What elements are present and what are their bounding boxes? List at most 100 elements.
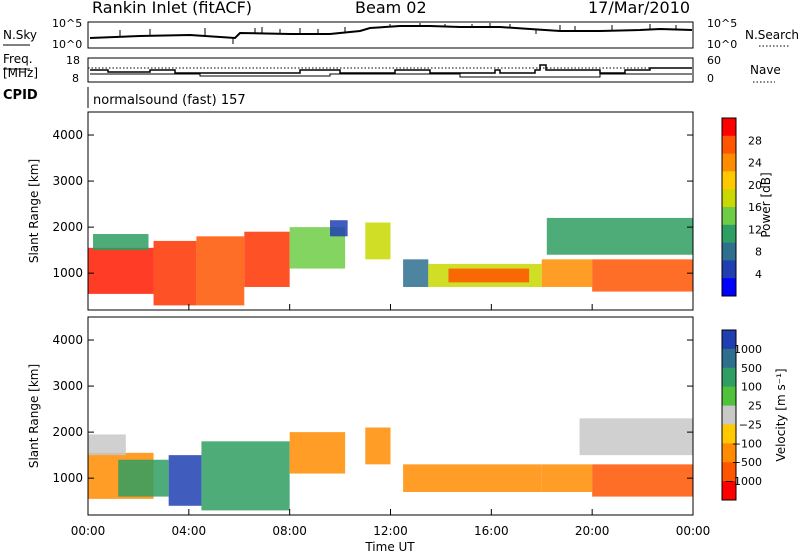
- power-heatmap: [88, 217, 693, 306]
- freq-tick-low: 8: [72, 72, 79, 85]
- colorbar-tick-label: 25: [748, 400, 762, 413]
- colorbar-swatch: [722, 135, 736, 155]
- date-title: 17/Mar/2010: [588, 0, 690, 17]
- nsky-label: N.Sky: [3, 28, 37, 42]
- heatmap-band: [546, 217, 693, 255]
- velocity-heatmap: [88, 418, 693, 511]
- nave-tick-high: 60: [707, 54, 721, 67]
- colorbar-swatch: [722, 242, 736, 261]
- heatmap-band: [196, 236, 245, 306]
- colorbar-tick-label: −25: [739, 418, 762, 431]
- heatmap-band: [244, 231, 290, 287]
- colorbar-tick-label: 1000: [734, 343, 762, 356]
- heatmap-band: [118, 459, 169, 497]
- colorbar-swatch: [722, 330, 736, 350]
- colorbar-swatch: [722, 405, 736, 425]
- heatmap-band: [88, 434, 126, 456]
- colorbar-swatch: [722, 386, 736, 407]
- x-tick-label: 00:00: [71, 524, 106, 538]
- cpid-value: normalsound (fast) 157: [93, 93, 246, 108]
- heatmap-band: [168, 455, 202, 506]
- colorbar-swatch: [722, 367, 736, 388]
- heatmap-band: [403, 464, 542, 492]
- colorbar-swatch: [722, 481, 736, 501]
- power-colorbar-label: Power [dB]: [759, 172, 773, 237]
- cpid-label: CPID: [3, 88, 38, 103]
- nsky-trace: [89, 25, 693, 40]
- colorbar-tick-label: 20: [748, 179, 762, 192]
- heatmap-band: [541, 259, 593, 287]
- heatmap-band: [365, 427, 391, 465]
- station-title: Rankin Inlet (fitACF): [92, 0, 252, 17]
- colorbar-swatch: [722, 443, 736, 463]
- heatmap-band: [579, 418, 693, 456]
- x-axis-label: Time UT: [364, 540, 415, 554]
- colorbar-swatch: [722, 224, 736, 244]
- freq-trace: [90, 64, 692, 74]
- heatmap-band: [365, 222, 391, 260]
- freq-label-2: [MHz]: [3, 66, 38, 80]
- heatmap-band: [201, 441, 290, 511]
- heatmap-band: [592, 464, 693, 497]
- time-axis: 00:00 04:00 08:00 12:00 16:00 20:00 00:00: [71, 304, 711, 538]
- colorbar-swatch: [722, 171, 736, 190]
- colorbar-swatch: [722, 424, 736, 444]
- nave-label: Nave: [750, 63, 781, 77]
- colorbar-tick-label: 8: [755, 246, 762, 259]
- beam-title: Beam 02: [355, 0, 427, 17]
- x-tick-label: 04:00: [172, 524, 207, 538]
- colorbar-tick-label: 28: [748, 134, 762, 147]
- power-panel: 1000 2000 3000 4000: [52, 111, 694, 311]
- freq-tick-high: 18: [66, 54, 80, 67]
- y-tick-label: 4000: [52, 333, 83, 347]
- colorbar-swatch: [722, 260, 736, 279]
- y-tick-label: 1000: [52, 266, 83, 280]
- colorbar-swatch: [722, 207, 736, 226]
- colorbar-tick-label: −100: [732, 437, 762, 450]
- power-ylabel: Slant Range [km]: [27, 159, 41, 263]
- velocity-ylabel: Slant Range [km]: [27, 364, 41, 468]
- colorbar-tick-label: 12: [748, 223, 762, 236]
- colorbar-frame: [721, 329, 737, 501]
- nsearch-tick-low: 10^0: [707, 38, 737, 51]
- x-tick-label: 20:00: [575, 524, 610, 538]
- heatmap-band: [289, 432, 346, 474]
- power-colorbar: 28 24 20 16 12 8 4: [721, 117, 762, 297]
- x-tick-label: 08:00: [272, 524, 307, 538]
- y-tick-label: 4000: [52, 128, 83, 142]
- heatmap-band: [592, 259, 693, 292]
- nsky-spikes: [119, 23, 677, 44]
- colorbar-tick-label: 4: [755, 268, 762, 281]
- y-tick-label: 2000: [52, 425, 83, 439]
- nsky-tick-low: 10^0: [52, 38, 82, 51]
- x-tick-label: 16:00: [474, 524, 509, 538]
- nsky-panel: [87, 21, 694, 49]
- y-tick-label: 3000: [52, 174, 83, 188]
- x-tick-label: 00:00: [676, 524, 711, 538]
- x-tick-label: 12:00: [373, 524, 408, 538]
- y-tick-label: 1000: [52, 471, 83, 485]
- velocity-y-axis: 1000 2000 3000 4000: [52, 333, 693, 485]
- colorbar-tick-label: −500: [732, 456, 762, 469]
- colorbar-tick-label: 100: [741, 381, 762, 394]
- colorbar-tick-label: −1000: [725, 475, 762, 488]
- colorbar-swatch: [722, 189, 736, 208]
- colorbar-frame: [721, 117, 737, 297]
- heatmap-band: [153, 240, 197, 306]
- colorbar-tick-label: 16: [748, 201, 762, 214]
- nsearch-tick-high: 10^5: [707, 17, 737, 30]
- colorbar-swatch: [722, 153, 736, 172]
- heatmap-band: [93, 234, 149, 251]
- y-tick-label: 2000: [52, 220, 83, 234]
- heatmap-band: [330, 220, 348, 237]
- nave-trace: [90, 73, 692, 78]
- heatmap-band: [541, 464, 593, 492]
- heatmap-band: [88, 247, 154, 294]
- velocity-colorbar-label: Velocity [m s⁻¹]: [774, 368, 788, 461]
- colorbar-swatch: [722, 462, 736, 482]
- freq-panel: [87, 57, 694, 83]
- colorbar-swatch: [722, 278, 736, 297]
- velocity-colorbar: 1000 500 100 25 −25 −100 −500 −1000: [721, 329, 762, 501]
- nsky-tick-high: 10^5: [52, 17, 82, 30]
